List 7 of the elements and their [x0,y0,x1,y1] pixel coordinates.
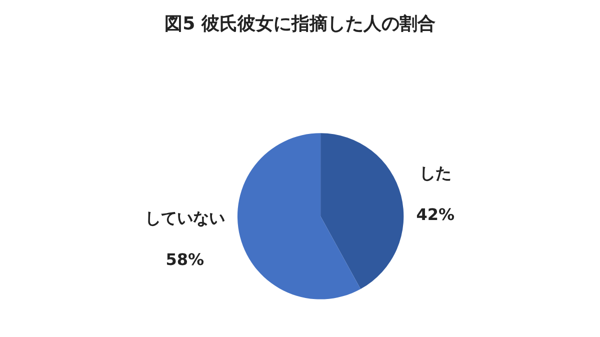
pie-slice [238,133,361,300]
data-label: 42% [416,204,454,224]
slice-label: した [419,163,452,182]
data-label: 58% [166,250,204,270]
pie-slice [320,133,404,290]
chart-title: 図5 彼氏彼女に指摘した人の割合 [164,13,436,34]
slice-label: していない [144,208,225,228]
